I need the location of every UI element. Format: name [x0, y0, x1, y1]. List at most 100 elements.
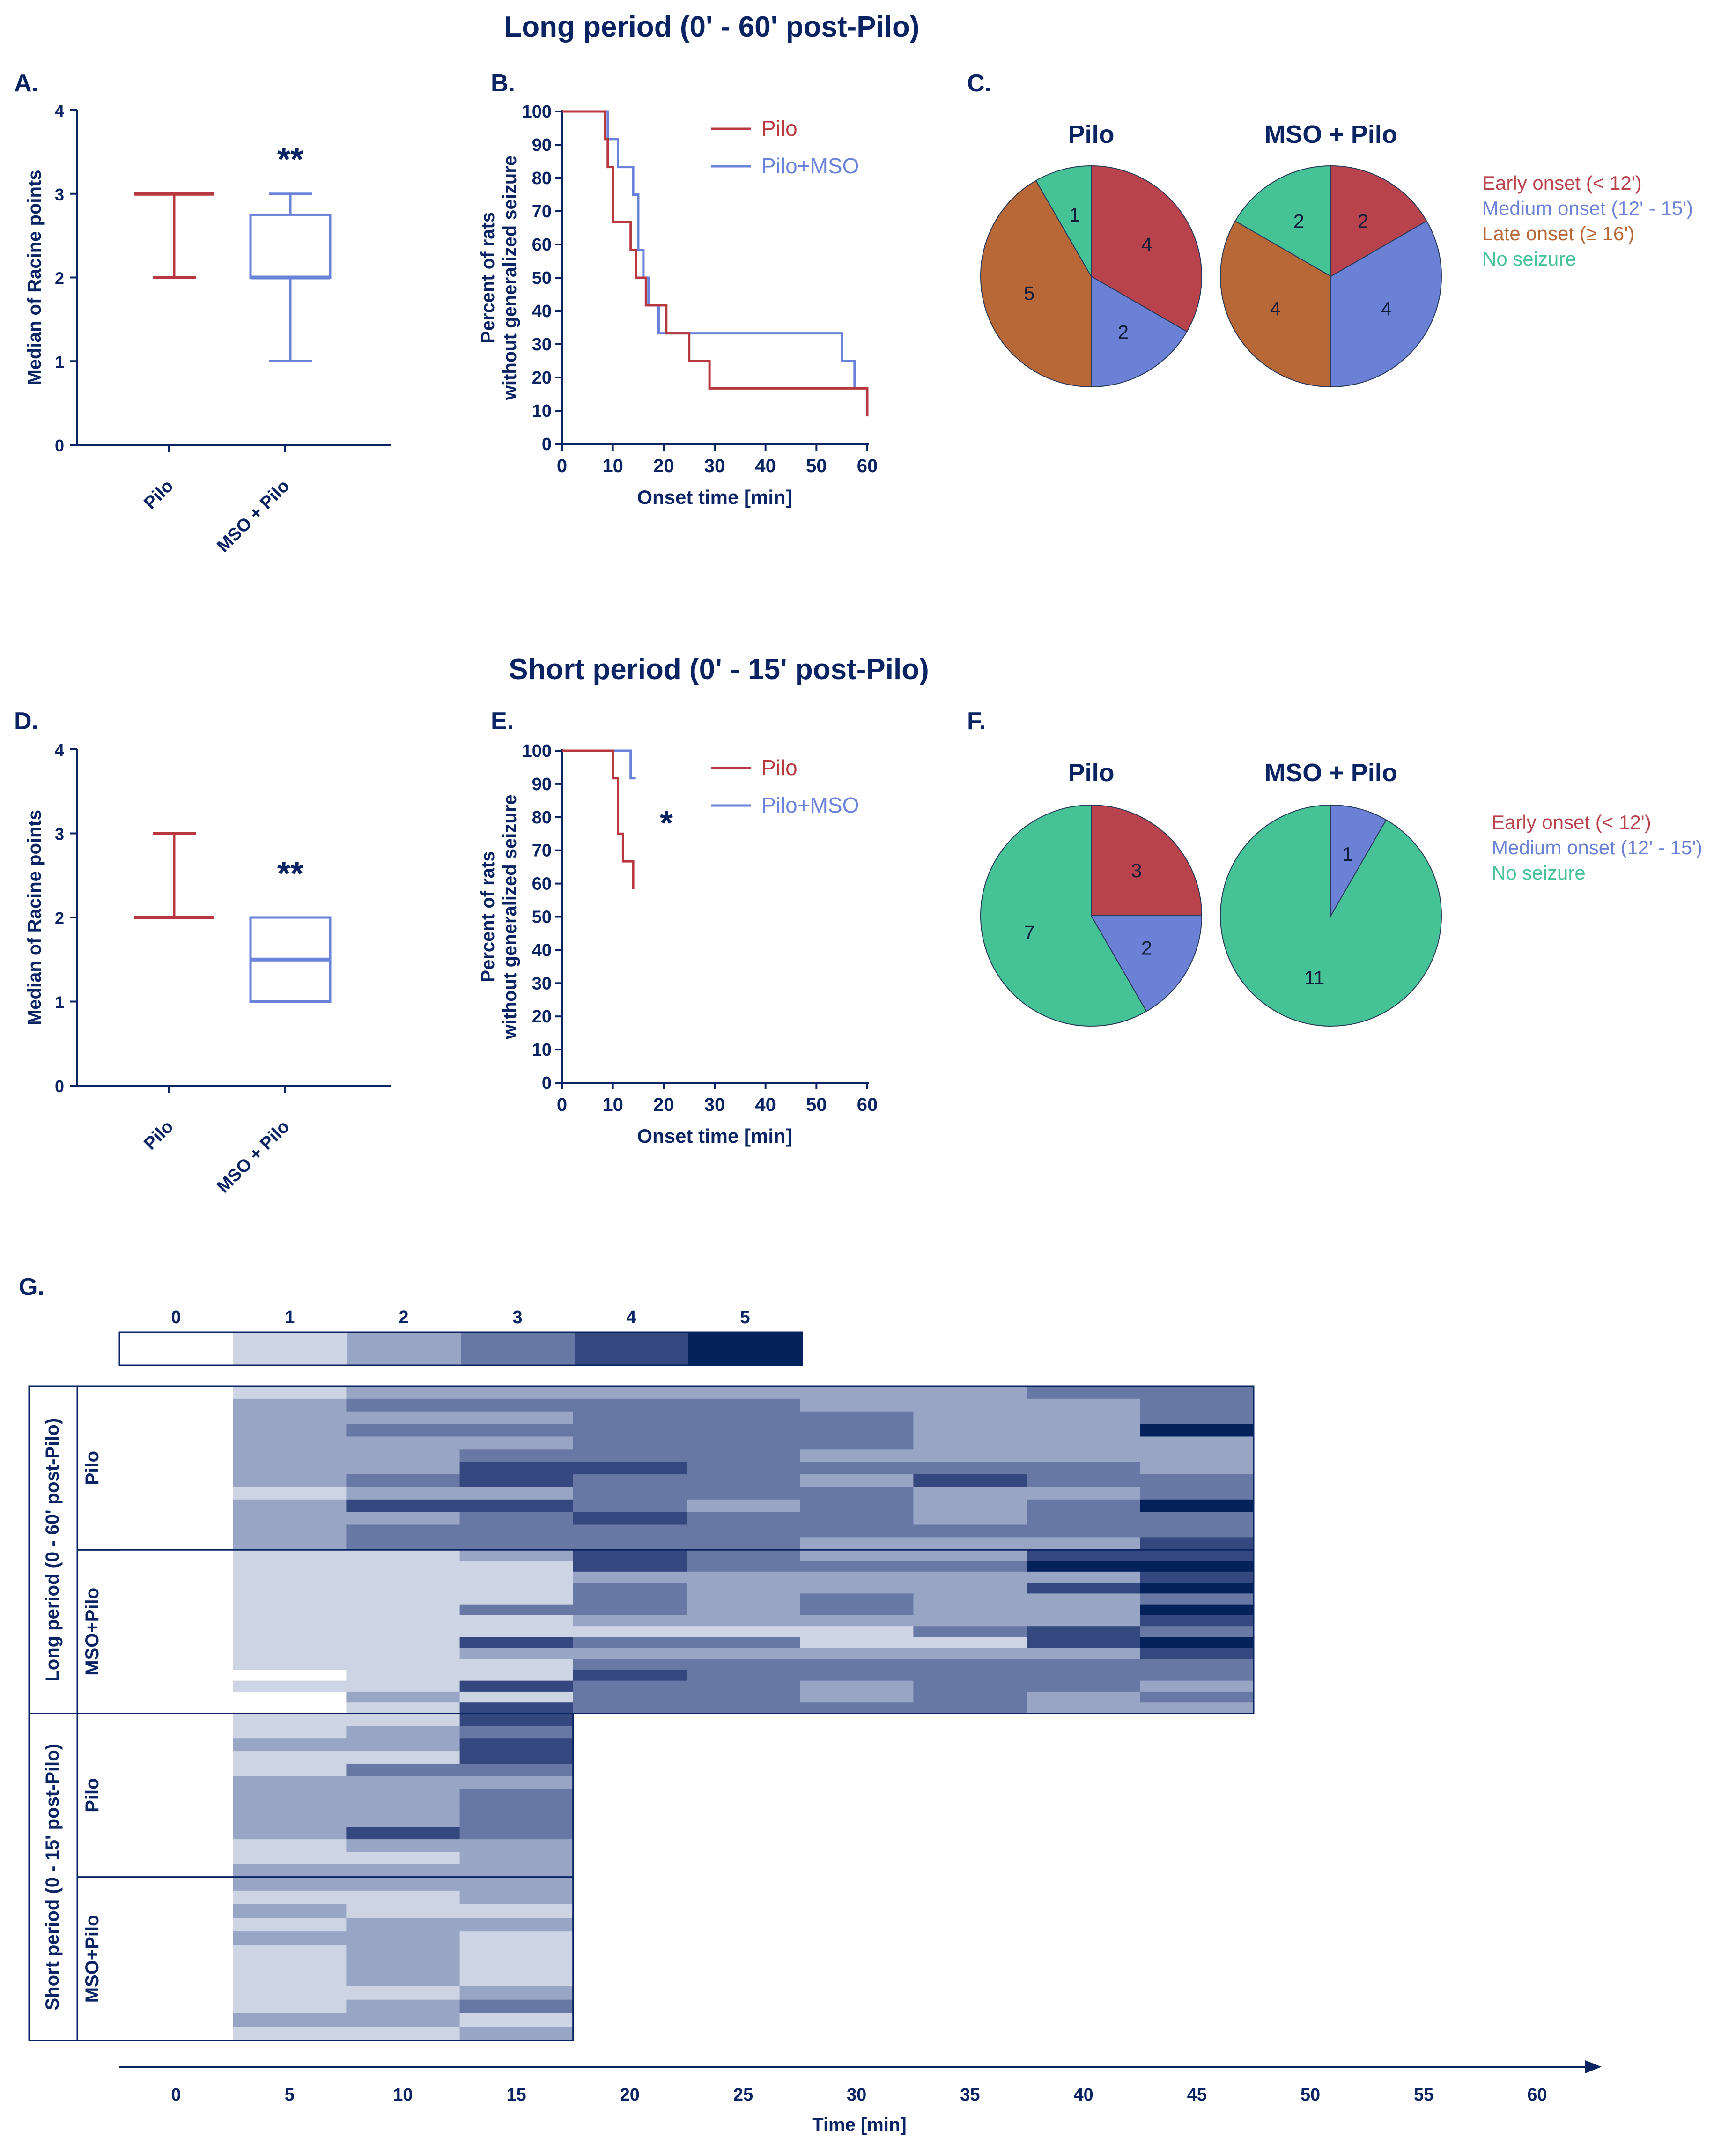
heatmap-cell	[346, 1593, 460, 1605]
heatmap-cell	[119, 1512, 233, 1525]
heatmap-cell	[800, 1583, 914, 1594]
legend-label: Pilo	[761, 755, 798, 780]
heatmap-cell	[119, 1972, 233, 1987]
heatmap-cell	[687, 1449, 800, 1462]
time-tick-label: 60	[1527, 2085, 1547, 2105]
y-axis-label: Median of Racine points	[24, 170, 45, 385]
pie-slice	[980, 180, 1092, 388]
heatmap-cell	[233, 1411, 347, 1425]
heatmap-cell	[346, 1890, 460, 1905]
heatmap-cell	[800, 1424, 914, 1437]
y-tick-label: 2	[55, 269, 64, 288]
heatmap-cell	[459, 1827, 574, 1840]
heatmap-cell	[233, 1751, 347, 1764]
heatmap-cell	[1140, 1691, 1254, 1703]
y-tick-label: 100	[522, 741, 552, 761]
heatmap-cell	[687, 1436, 800, 1450]
heatmap-cell	[1027, 1680, 1141, 1692]
heatmap-cell	[119, 1839, 233, 1852]
heatmap-cell	[800, 1436, 914, 1450]
time-tick-label: 25	[733, 2085, 753, 2105]
heatmap-cell	[1140, 1436, 1254, 1450]
heatmap-cell	[119, 1487, 233, 1500]
heatmap-cell	[913, 1524, 1027, 1538]
y-tick-label: 40	[532, 302, 552, 321]
time-tick-label: 35	[960, 2085, 980, 2105]
pie-slice-label: 2	[1118, 321, 1129, 343]
heatmap-cell	[687, 1702, 800, 1714]
x-tick-label: 50	[806, 456, 827, 476]
period-label: Short period (0 - 15' post-Pilo)	[42, 1744, 63, 2011]
heatmap-cell	[233, 1702, 347, 1714]
heatmap-cell	[233, 1659, 347, 1671]
heatmap-cell	[800, 1637, 914, 1649]
heatmap-cell	[119, 1474, 233, 1487]
heatmap-cell	[1027, 1648, 1141, 1659]
time-tick-label: 45	[1187, 2085, 1207, 2105]
heatmap-cell	[119, 1561, 233, 1572]
heatmap-cell	[346, 1615, 460, 1627]
heatmap-cell	[573, 1411, 687, 1425]
heatmap-cell	[1140, 1524, 1254, 1538]
panel-c: C. Pilo 4 2 5 1 MSO + Pilo 2 4 4 2 Early onset (< 1…	[967, 70, 1693, 388]
heatmap-cell	[1140, 1637, 1254, 1649]
heatmap-cell	[346, 1877, 460, 1891]
heatmap-cell	[913, 1670, 1027, 1681]
heatmap-cell	[573, 1615, 687, 1627]
group-label: Pilo	[82, 1778, 103, 1812]
heatmap-cell	[346, 1436, 460, 1450]
pie-slice	[1220, 220, 1331, 388]
heatmap-cell	[800, 1702, 914, 1714]
heatmap-cell	[119, 1637, 233, 1649]
heatmap-cell	[233, 1637, 347, 1649]
heatmap-cell	[459, 1776, 574, 1790]
scale-swatch	[575, 1332, 688, 1365]
heatmap-cell	[573, 1512, 687, 1525]
y-tick-label: 10	[532, 401, 552, 421]
heatmap-cell	[459, 1814, 574, 1827]
heatmap-cell	[573, 1462, 687, 1475]
y-tick-label: 20	[532, 1007, 552, 1027]
scale-label: 3	[512, 1308, 522, 1327]
heatmap-cell	[687, 1637, 800, 1649]
heatmap-cell	[687, 1593, 800, 1605]
heatmap-cell	[459, 1571, 574, 1583]
heatmap-cell	[119, 1537, 233, 1551]
heatmap-cell	[346, 1524, 460, 1538]
heatmap-cell	[346, 1986, 460, 2000]
heatmap-cell	[687, 1411, 800, 1425]
heatmap-cell	[1140, 1424, 1254, 1437]
y-axis-label-line1: Percent of rats	[478, 851, 498, 982]
time-axis-label: Time [min]	[812, 2115, 907, 2135]
pie-slice	[980, 804, 1147, 1027]
y-tick-label: 40	[532, 940, 552, 960]
heatmap-cell	[573, 1474, 687, 1487]
heatmap-cell	[233, 2027, 347, 2041]
heatmap-cell	[459, 1931, 574, 1946]
heatmap-cell	[119, 1713, 233, 1727]
heatmap-cell	[1140, 1487, 1254, 1500]
y-tick-label: 1	[55, 352, 64, 371]
panel-label: B.	[491, 70, 515, 97]
heatmap-cell	[119, 1670, 233, 1681]
heatmap-cell	[913, 1626, 1027, 1638]
heatmap-cell	[346, 1959, 460, 1973]
legend-label: Pilo+MSO	[761, 793, 859, 817]
heatmap-cell	[346, 1583, 460, 1594]
heatmap-cell	[573, 1680, 687, 1692]
heatmap-cell	[687, 1571, 800, 1583]
heatmap-cell	[800, 1648, 914, 1659]
x-tick-label: 40	[755, 456, 776, 476]
heatmap-cell	[1027, 1637, 1141, 1649]
significance-marker: **	[277, 855, 303, 893]
heatmap-cell	[459, 1801, 574, 1815]
heatmap-cell	[233, 1986, 347, 2000]
heatmap-cell	[913, 1583, 1027, 1594]
heatmap-cell	[233, 1487, 347, 1500]
pie-slice-label: 2	[1141, 937, 1152, 959]
y-tick-label: 80	[532, 169, 552, 188]
heatmap-cell	[119, 1852, 233, 1865]
heatmap-cell	[459, 1537, 574, 1551]
